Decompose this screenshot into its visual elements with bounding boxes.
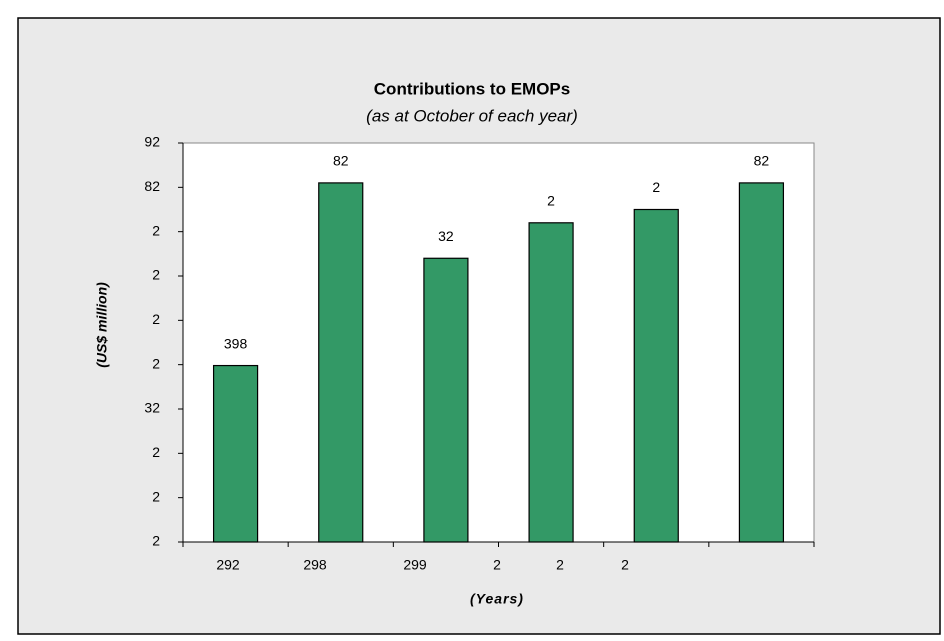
bar [633,208,679,543]
x-axis-label: (Years) [470,591,524,607]
bar [318,182,364,543]
bar [528,222,574,543]
x-tick-label: 299 [403,557,427,573]
y-tick-label: 92 [144,134,160,150]
data-label: 2 [652,179,660,195]
data-label: 32 [438,228,454,244]
y-tick-label: 32 [144,400,160,416]
x-tick-label: 2 [493,557,501,573]
bar [738,182,785,543]
y-tick-label: 2 [152,311,160,327]
y-tick-label: 2 [152,222,160,238]
chart-subtitle: (as at October of each year) [366,106,578,125]
plot-area [182,142,815,543]
y-tick-label: 2 [152,267,160,283]
y-tick-label: 2 [152,488,160,504]
y-tick-label: 2 [152,355,160,371]
x-tick-label: 292 [216,557,240,573]
data-label: 2 [547,193,555,209]
y-axis-label: (US$ million) [94,282,110,368]
bar [212,364,259,543]
bar [423,257,469,543]
x-tick-label: 2 [556,557,564,573]
y-tick-label: 2 [152,533,160,549]
data-label: 82 [333,153,349,169]
data-label: 398 [224,335,248,351]
chart-title: Contributions to EMOPs [374,79,570,98]
data-label: 82 [754,153,770,169]
y-tick-label: 82 [144,178,160,194]
x-tick-label: 298 [303,557,327,573]
x-tick-label: 2 [621,557,629,573]
y-tick-label: 2 [152,444,160,460]
